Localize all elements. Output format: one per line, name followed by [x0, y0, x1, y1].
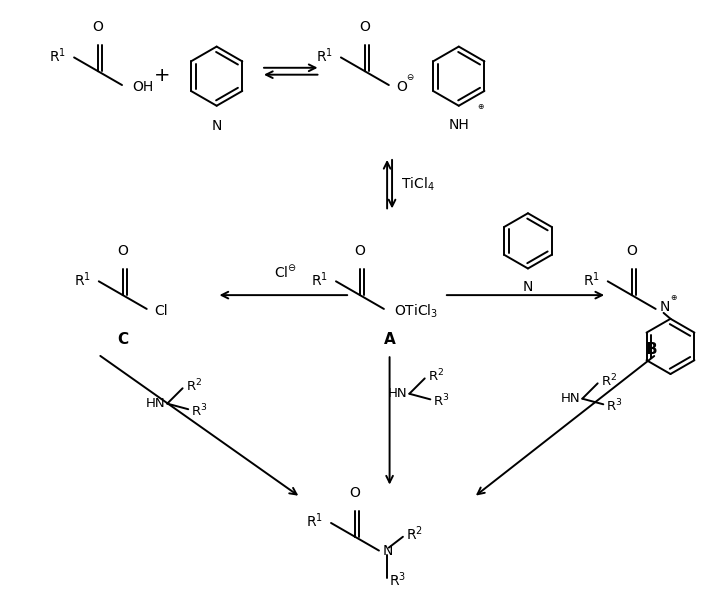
Text: +: + — [154, 66, 171, 85]
Text: TiCl$_4$: TiCl$_4$ — [401, 176, 435, 193]
Text: R$^2$: R$^2$ — [406, 525, 423, 543]
Text: R$^1$: R$^1$ — [311, 270, 328, 289]
Text: O: O — [350, 486, 360, 500]
Text: HN: HN — [561, 392, 580, 405]
Text: O: O — [117, 244, 128, 258]
Text: R$^3$: R$^3$ — [389, 571, 406, 590]
Text: R$^1$: R$^1$ — [49, 46, 66, 65]
Text: OTiCl$_3$: OTiCl$_3$ — [393, 302, 438, 320]
Text: N: N — [383, 544, 393, 558]
Text: O: O — [397, 80, 408, 94]
Text: HN: HN — [145, 397, 165, 410]
Text: $^{\oplus}$: $^{\oplus}$ — [476, 103, 484, 112]
Text: R$^1$: R$^1$ — [583, 270, 600, 289]
Text: R$^3$: R$^3$ — [606, 398, 623, 415]
Text: R$^1$: R$^1$ — [306, 512, 323, 530]
Text: O: O — [359, 20, 370, 34]
Text: N: N — [523, 280, 533, 294]
Text: R$^1$: R$^1$ — [74, 270, 91, 289]
Text: $^{\ominus}$: $^{\ominus}$ — [406, 74, 415, 86]
Text: N: N — [211, 119, 222, 133]
Text: C: C — [117, 332, 128, 347]
Text: R$^2$: R$^2$ — [186, 378, 202, 395]
Text: R$^3$: R$^3$ — [191, 403, 208, 420]
Text: A: A — [384, 332, 396, 347]
Text: O: O — [354, 244, 365, 258]
Text: R$^2$: R$^2$ — [428, 368, 444, 385]
Text: O: O — [93, 20, 104, 34]
Text: $^{\oplus}$: $^{\oplus}$ — [669, 294, 677, 304]
Text: OH: OH — [132, 80, 153, 94]
Text: NH: NH — [448, 117, 469, 131]
Text: HN: HN — [388, 387, 408, 400]
Text: Cl$^{\ominus}$: Cl$^{\ominus}$ — [274, 263, 297, 280]
Text: O: O — [626, 244, 637, 258]
Text: B: B — [646, 342, 657, 357]
Text: R$^2$: R$^2$ — [601, 373, 617, 390]
Text: R$^3$: R$^3$ — [433, 393, 450, 410]
Text: Cl: Cl — [155, 304, 168, 318]
Text: N: N — [659, 300, 670, 314]
Text: R$^1$: R$^1$ — [316, 46, 333, 65]
